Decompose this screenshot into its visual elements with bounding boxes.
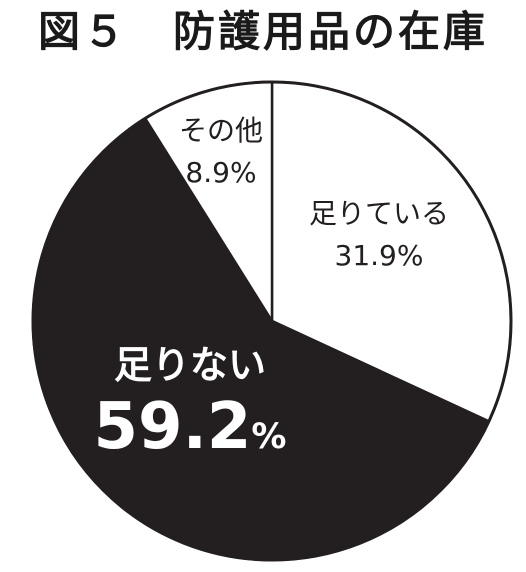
slice-value-1: 31.9%	[335, 239, 424, 272]
slice-label-1: 足りている	[309, 197, 449, 230]
slice-value-2: 59.2%	[94, 390, 287, 464]
pie-outline	[31, 80, 513, 562]
slice-label-2: 足りない	[114, 343, 266, 387]
slice-value-3: 8.9%	[185, 156, 256, 189]
chart-title: 図５ 防護用品の在庫	[37, 7, 488, 56]
slice-label-3: その他	[179, 114, 263, 147]
pie-slices	[31, 80, 513, 562]
